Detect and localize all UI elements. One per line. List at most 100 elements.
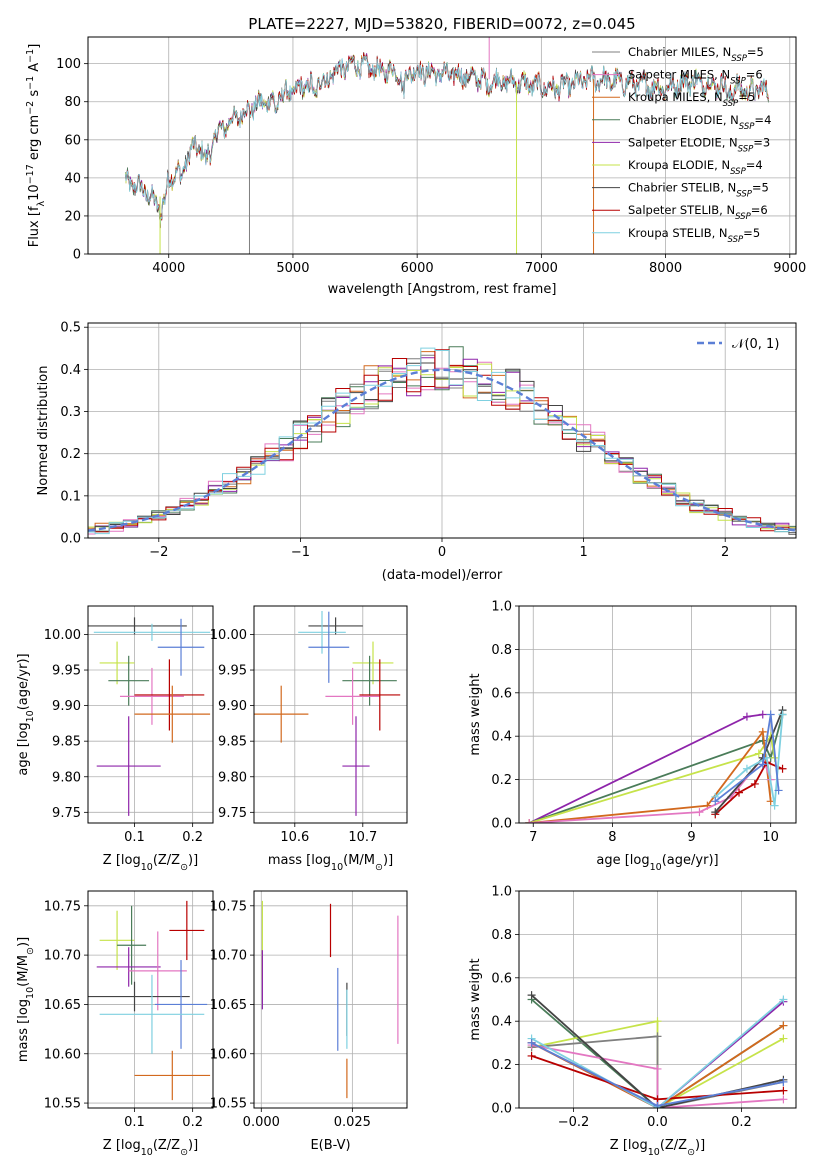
y-tick-label: 10.60 [44, 1047, 81, 1062]
x-tick-label: 0 [438, 545, 446, 560]
y-axis-label: mass weight [468, 673, 483, 755]
plus-marker [779, 1034, 788, 1043]
axes-frame [253, 605, 408, 824]
plus-marker [779, 995, 788, 1004]
x-tick-label: 2 [721, 545, 729, 560]
errorbar-point [342, 716, 370, 816]
legend-entry: Kroupa STELIB, NSSP=5 [628, 226, 760, 245]
massweight-series [527, 1051, 788, 1104]
errorbar-point [99, 910, 135, 970]
legend-entry: Chabrier ELODIE, NSSP=4 [628, 113, 771, 132]
plot-area [124, 37, 769, 254]
x-tick-label: 5000 [276, 261, 309, 276]
x-tick-label: 10 [762, 830, 779, 845]
plus-marker [653, 1032, 662, 1041]
y-tick-label: 9.90 [52, 699, 81, 714]
y-tick-label: 9.90 [218, 699, 247, 714]
y-tick-label: 0.4 [491, 1015, 512, 1030]
x-tick-label: 0.000 [243, 1115, 280, 1130]
errorbar-point [352, 641, 394, 685]
legend-entry: Kroupa ELODIE, NSSP=4 [628, 158, 763, 177]
legend-entry: 𝒩(0, 1) [732, 337, 779, 352]
y-tick-label: 10.75 [44, 899, 81, 914]
y-tick-label: 0.8 [491, 643, 512, 658]
x-axis-label: Z [log10(Z/Z⊙)] [103, 1138, 198, 1158]
x-tick-label: 7 [529, 830, 537, 845]
axes-frame [87, 605, 214, 824]
y-axis-label: Normed distribution [36, 366, 51, 496]
x-axis-label: E(B-V) [310, 1138, 350, 1153]
y-tick-label: 0.3 [60, 405, 81, 420]
massweight-series [711, 710, 783, 806]
plus-marker [735, 788, 744, 797]
errorbar-point [119, 667, 184, 725]
errorbar-point [254, 685, 309, 743]
errorbar-point [298, 610, 346, 654]
plot-area [88, 900, 211, 1101]
errorbar-point [359, 659, 401, 731]
plus-marker [778, 764, 787, 773]
errorbar-point [96, 947, 161, 987]
errorbar-point [88, 617, 187, 635]
figure-title: PLATE=2227, MJD=53820, FIBERID=0072, z=0… [248, 15, 635, 33]
y-tick-label: 9.80 [52, 770, 81, 785]
plus-marker [758, 727, 767, 736]
histogram-step [88, 362, 796, 534]
panel-mass-vs-EBV: 0.000 0.025 10.55 10.60 10.65 10.70 10.75 E(B-V… [210, 890, 408, 1153]
panel-residuals: −2 −1 0 1 2 0.0 0.1 0.2 0.3 0.4 0.5 (data-model)/er… [36, 321, 797, 583]
y-tick-label: 0.4 [491, 730, 512, 745]
series-line [528, 713, 763, 823]
plus-marker [779, 1086, 788, 1095]
legend-entry: Kroupa MILES, NSSP=5 [628, 90, 755, 109]
massweight-series [525, 710, 767, 823]
y-tick-label: 0.6 [491, 971, 512, 986]
x-tick-label: 0.025 [334, 1115, 371, 1130]
normal-curve [88, 368, 796, 532]
plus-marker [766, 710, 775, 719]
legend-entry: Salpeter MILES, NSSP=6 [628, 68, 763, 87]
x-tick-label: 0.2 [182, 1115, 203, 1130]
x-tick-label: 0.1 [124, 830, 145, 845]
x-tick-label: −0.2 [558, 1115, 590, 1130]
legend-entry: Chabrier MILES, NSSP=5 [628, 45, 764, 64]
histogram-step [88, 349, 796, 533]
y-tick-label: 60 [64, 133, 81, 148]
grid [254, 606, 407, 823]
plus-marker [758, 710, 767, 719]
x-axis-label: Z [log10(Z/Z⊙)] [610, 1138, 705, 1158]
plus-marker [742, 712, 751, 721]
plus-marker [711, 808, 720, 817]
y-tick-label: 10.55 [210, 1097, 247, 1112]
x-tick-label: 9000 [773, 261, 806, 276]
x-tick-label: 0.0 [647, 1115, 668, 1130]
plus-marker [653, 1017, 662, 1026]
errorbar-point [117, 905, 147, 985]
errorbar-point [157, 618, 205, 676]
errorbar-point [308, 611, 350, 683]
plus-marker [758, 760, 767, 769]
y-tick-label: 0 [73, 248, 81, 263]
x-tick-label: −2 [149, 545, 168, 560]
plot-area [254, 610, 401, 816]
x-tick-label: 8 [608, 830, 616, 845]
y-tick-label: 0.2 [491, 773, 512, 788]
legend-entry: Chabrier STELIB, NSSP=5 [628, 181, 769, 200]
plus-marker [779, 1021, 788, 1030]
x-tick-label: 6000 [401, 261, 434, 276]
x-tick-label: 0.2 [182, 830, 203, 845]
plus-marker [770, 801, 779, 810]
series-line [714, 714, 780, 803]
y-tick-label: 9.75 [52, 806, 81, 821]
x-axis-label: Z [log10(Z/Z⊙)] [103, 853, 198, 873]
y-tick-label: 9.80 [218, 770, 247, 785]
axes-frame [253, 890, 408, 1109]
plus-marker [779, 1095, 788, 1104]
y-tick-label: 0.1 [60, 489, 81, 504]
y-tick-label: 9.95 [52, 664, 81, 679]
spectrum-legend: Chabrier MILES, NSSP=5 Salpeter MILES, NS… [592, 45, 771, 245]
histogram-step [88, 363, 796, 530]
spectrum-series-line [124, 54, 769, 227]
errorbar-point [108, 655, 150, 706]
y-tick-label: 0.4 [60, 363, 81, 378]
